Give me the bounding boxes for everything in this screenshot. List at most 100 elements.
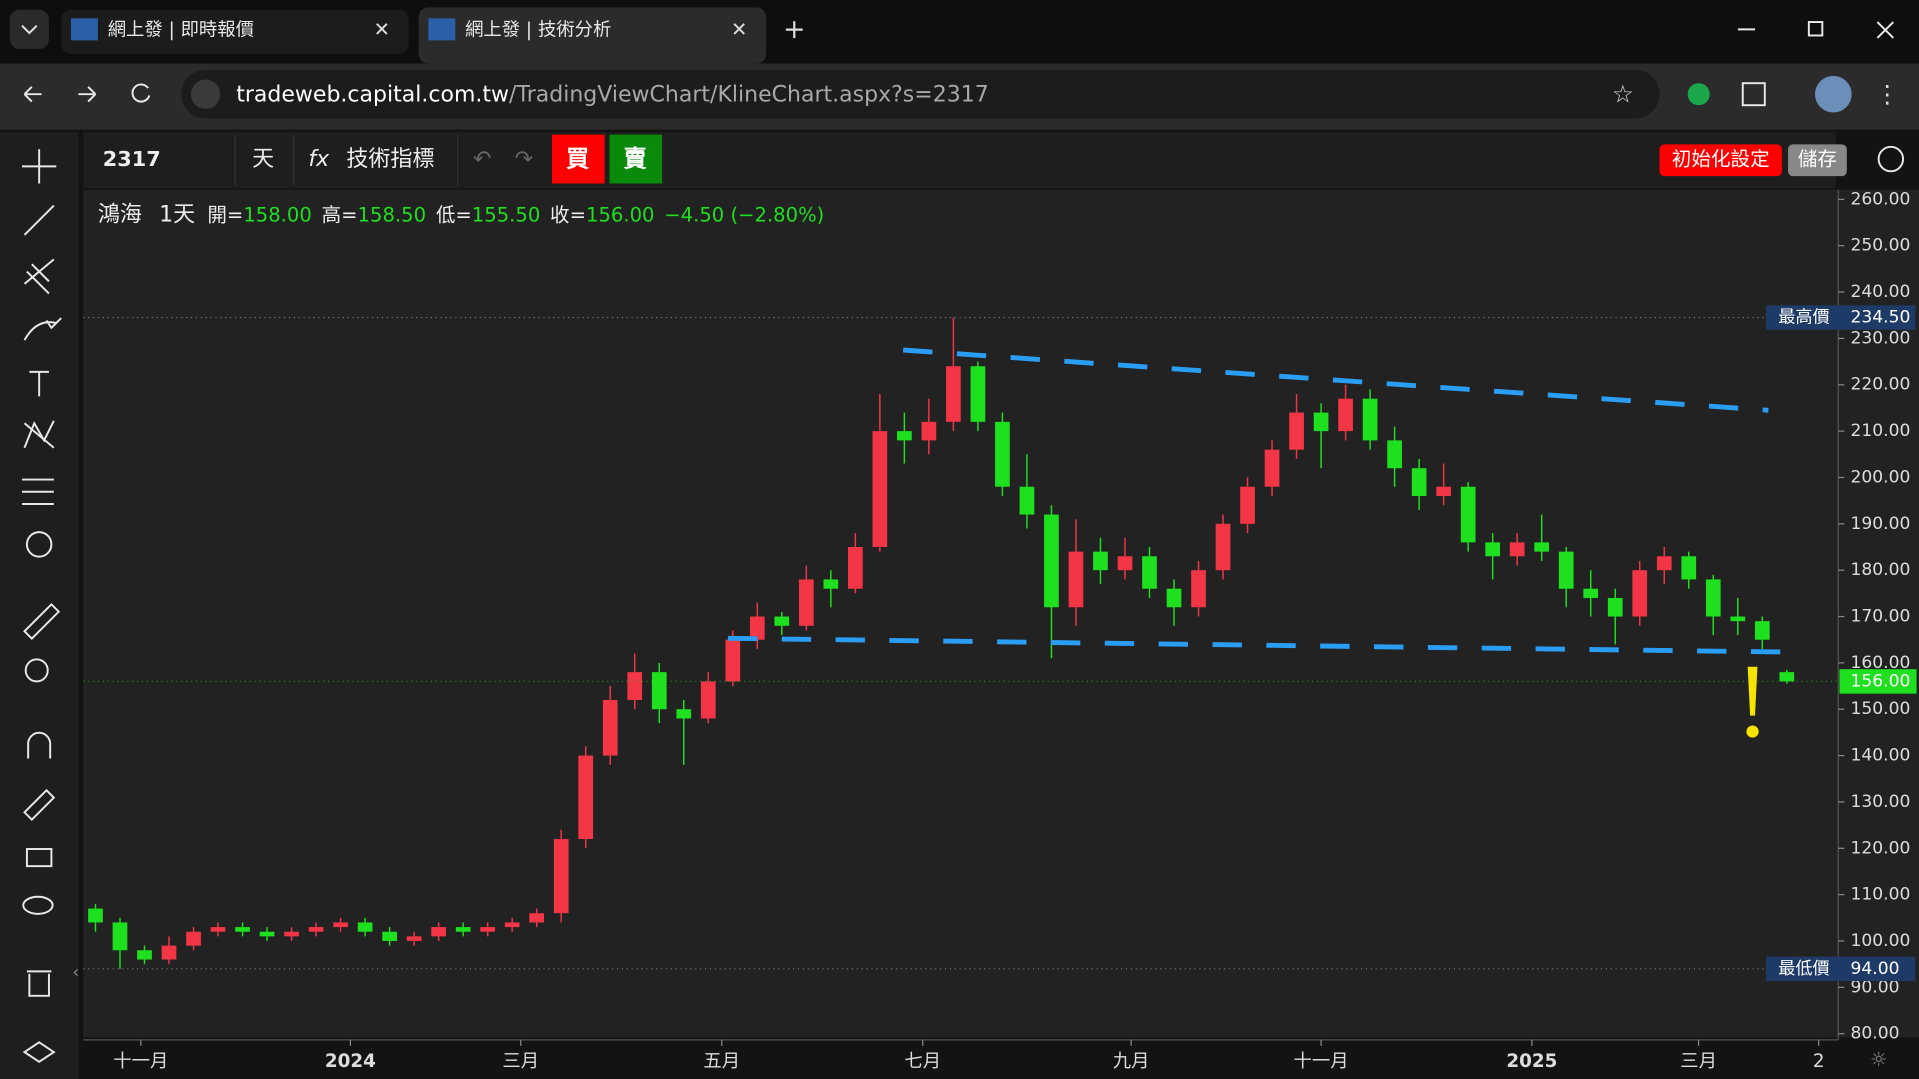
candle-body (1681, 556, 1697, 580)
plot-area (83, 189, 1839, 1038)
candle-body (1362, 398, 1378, 441)
candle-body (1534, 542, 1550, 552)
reset: 初始化設定 (1672, 148, 1770, 171)
lock-drawing-tool[interactable] (23, 788, 56, 822)
tab-close[interactable]: ✕ (731, 18, 747, 41)
candle-body (1142, 556, 1157, 589)
tab[interactable] (61, 9, 409, 54)
candle-body (431, 927, 446, 937)
axis-settings[interactable]: ☼ (1870, 1048, 1888, 1071)
candle-body (823, 579, 839, 589)
save-button[interactable] (1788, 144, 1847, 177)
candle-body (1068, 551, 1084, 608)
measure-tool[interactable] (23, 602, 61, 640)
candle-body (259, 931, 275, 937)
interval[interactable]: 天 (252, 147, 274, 172)
candle-body (1656, 556, 1672, 571)
candle-body (1705, 579, 1721, 617)
legend-change: −4.50 (−2.80%) (664, 203, 824, 226)
bookmark[interactable]: ☆ (1612, 79, 1634, 108)
magnet-tool[interactable] (27, 731, 52, 759)
tab-active[interactable] (418, 7, 767, 64)
price-marker-value: 234.50 (1850, 308, 1910, 328)
candles: 80.00 90.00 100.00 110.00 120.00 130.00 140.00… (83, 189, 1917, 1072)
candle-body (627, 672, 643, 700)
lock-tool[interactable] (25, 848, 53, 868)
pattern-tool[interactable] (23, 420, 55, 449)
undo[interactable]: ↶ (473, 147, 491, 172)
crosshair[interactable] (22, 149, 57, 184)
y-tick-label: 160.00 (1850, 653, 1910, 673)
candle-body (749, 616, 765, 640)
new-tab[interactable]: + (783, 14, 806, 45)
candle-body (798, 579, 814, 626)
back[interactable] (23, 86, 42, 103)
icon-tool[interactable] (25, 531, 53, 558)
projection-tool[interactable] (22, 478, 54, 506)
sell-button[interactable] (609, 134, 663, 184)
collapse[interactable]: ‹ (72, 963, 79, 983)
candle-body (1460, 486, 1476, 543)
price-axis (1838, 189, 1919, 1038)
profile[interactable] (1814, 75, 1852, 113)
candle-body (112, 922, 128, 951)
reset-button[interactable] (1659, 144, 1782, 177)
legend: 鴻海 1天 開=158.00 高=158.50 低=155.50 收=156.00 −4.5… (98, 202, 824, 227)
indicators[interactable]: 技術指標 (346, 147, 434, 172)
y-tick-label: 110.00 (1850, 885, 1910, 905)
y-tick-label: 140.00 (1850, 746, 1910, 766)
tab-menu[interactable] (9, 9, 49, 49)
omnibox[interactable] (181, 69, 1660, 119)
candle-body (308, 927, 324, 932)
fib-tool[interactable] (23, 258, 55, 295)
candle-body (137, 950, 152, 960)
trend-line (727, 635, 1800, 655)
extensions[interactable] (1741, 82, 1766, 107)
trend-line (902, 347, 1769, 413)
legend-value: 156.00 (586, 203, 654, 226)
candle-body (186, 931, 201, 946)
candle-body (382, 931, 397, 941)
x-tick-label: 十一月 (1294, 1051, 1349, 1072)
tab-close[interactable]: ✕ (374, 18, 390, 41)
trend-line-tool[interactable] (23, 204, 55, 236)
close-window[interactable] (1876, 21, 1894, 39)
left-toolbar (0, 132, 79, 1079)
drawing-tools (22, 149, 62, 1064)
site-info[interactable] (190, 79, 221, 109)
buy: 買 (566, 146, 590, 173)
hide-tool[interactable] (22, 895, 54, 915)
menu[interactable]: ⋮ (1875, 79, 1899, 108)
zoom-tool[interactable] (24, 658, 49, 683)
url-path: /TradingViewChart/KlineChart.aspx?s=2317 (509, 82, 989, 107)
y-tick-label: 230.00 (1850, 328, 1910, 348)
candle-body (1730, 616, 1746, 622)
candle-body (1754, 621, 1770, 640)
buy-button[interactable] (551, 134, 605, 184)
y-tick-label: 220.00 (1850, 375, 1910, 395)
restore[interactable] (1807, 21, 1824, 37)
icon (21, 24, 38, 35)
candle-body (897, 431, 912, 441)
symbol[interactable]: 2317 (103, 147, 161, 171)
redo[interactable]: ↷ (515, 147, 533, 172)
candle-body (406, 936, 422, 941)
settings[interactable] (1877, 145, 1905, 173)
last-price-label: 156.00 (1850, 671, 1910, 691)
legend-value: 155.50 (472, 203, 540, 226)
layers[interactable] (22, 1041, 56, 1064)
url: tradeweb.capital.com.tw/TradingViewChart… (236, 82, 989, 107)
y-tick-label: 190.00 (1850, 514, 1910, 534)
candle-body (210, 927, 226, 932)
favicon (70, 18, 98, 41)
extension[interactable] (1687, 83, 1710, 106)
candle-body (1289, 412, 1304, 450)
delete-tool[interactable] (26, 970, 52, 997)
text-tool[interactable] (29, 370, 49, 397)
candle-body (1240, 486, 1255, 524)
forward[interactable] (78, 86, 97, 103)
reload[interactable] (131, 83, 151, 103)
brush-tool[interactable] (23, 317, 62, 341)
x-tick-label: 三月 (502, 1051, 539, 1072)
